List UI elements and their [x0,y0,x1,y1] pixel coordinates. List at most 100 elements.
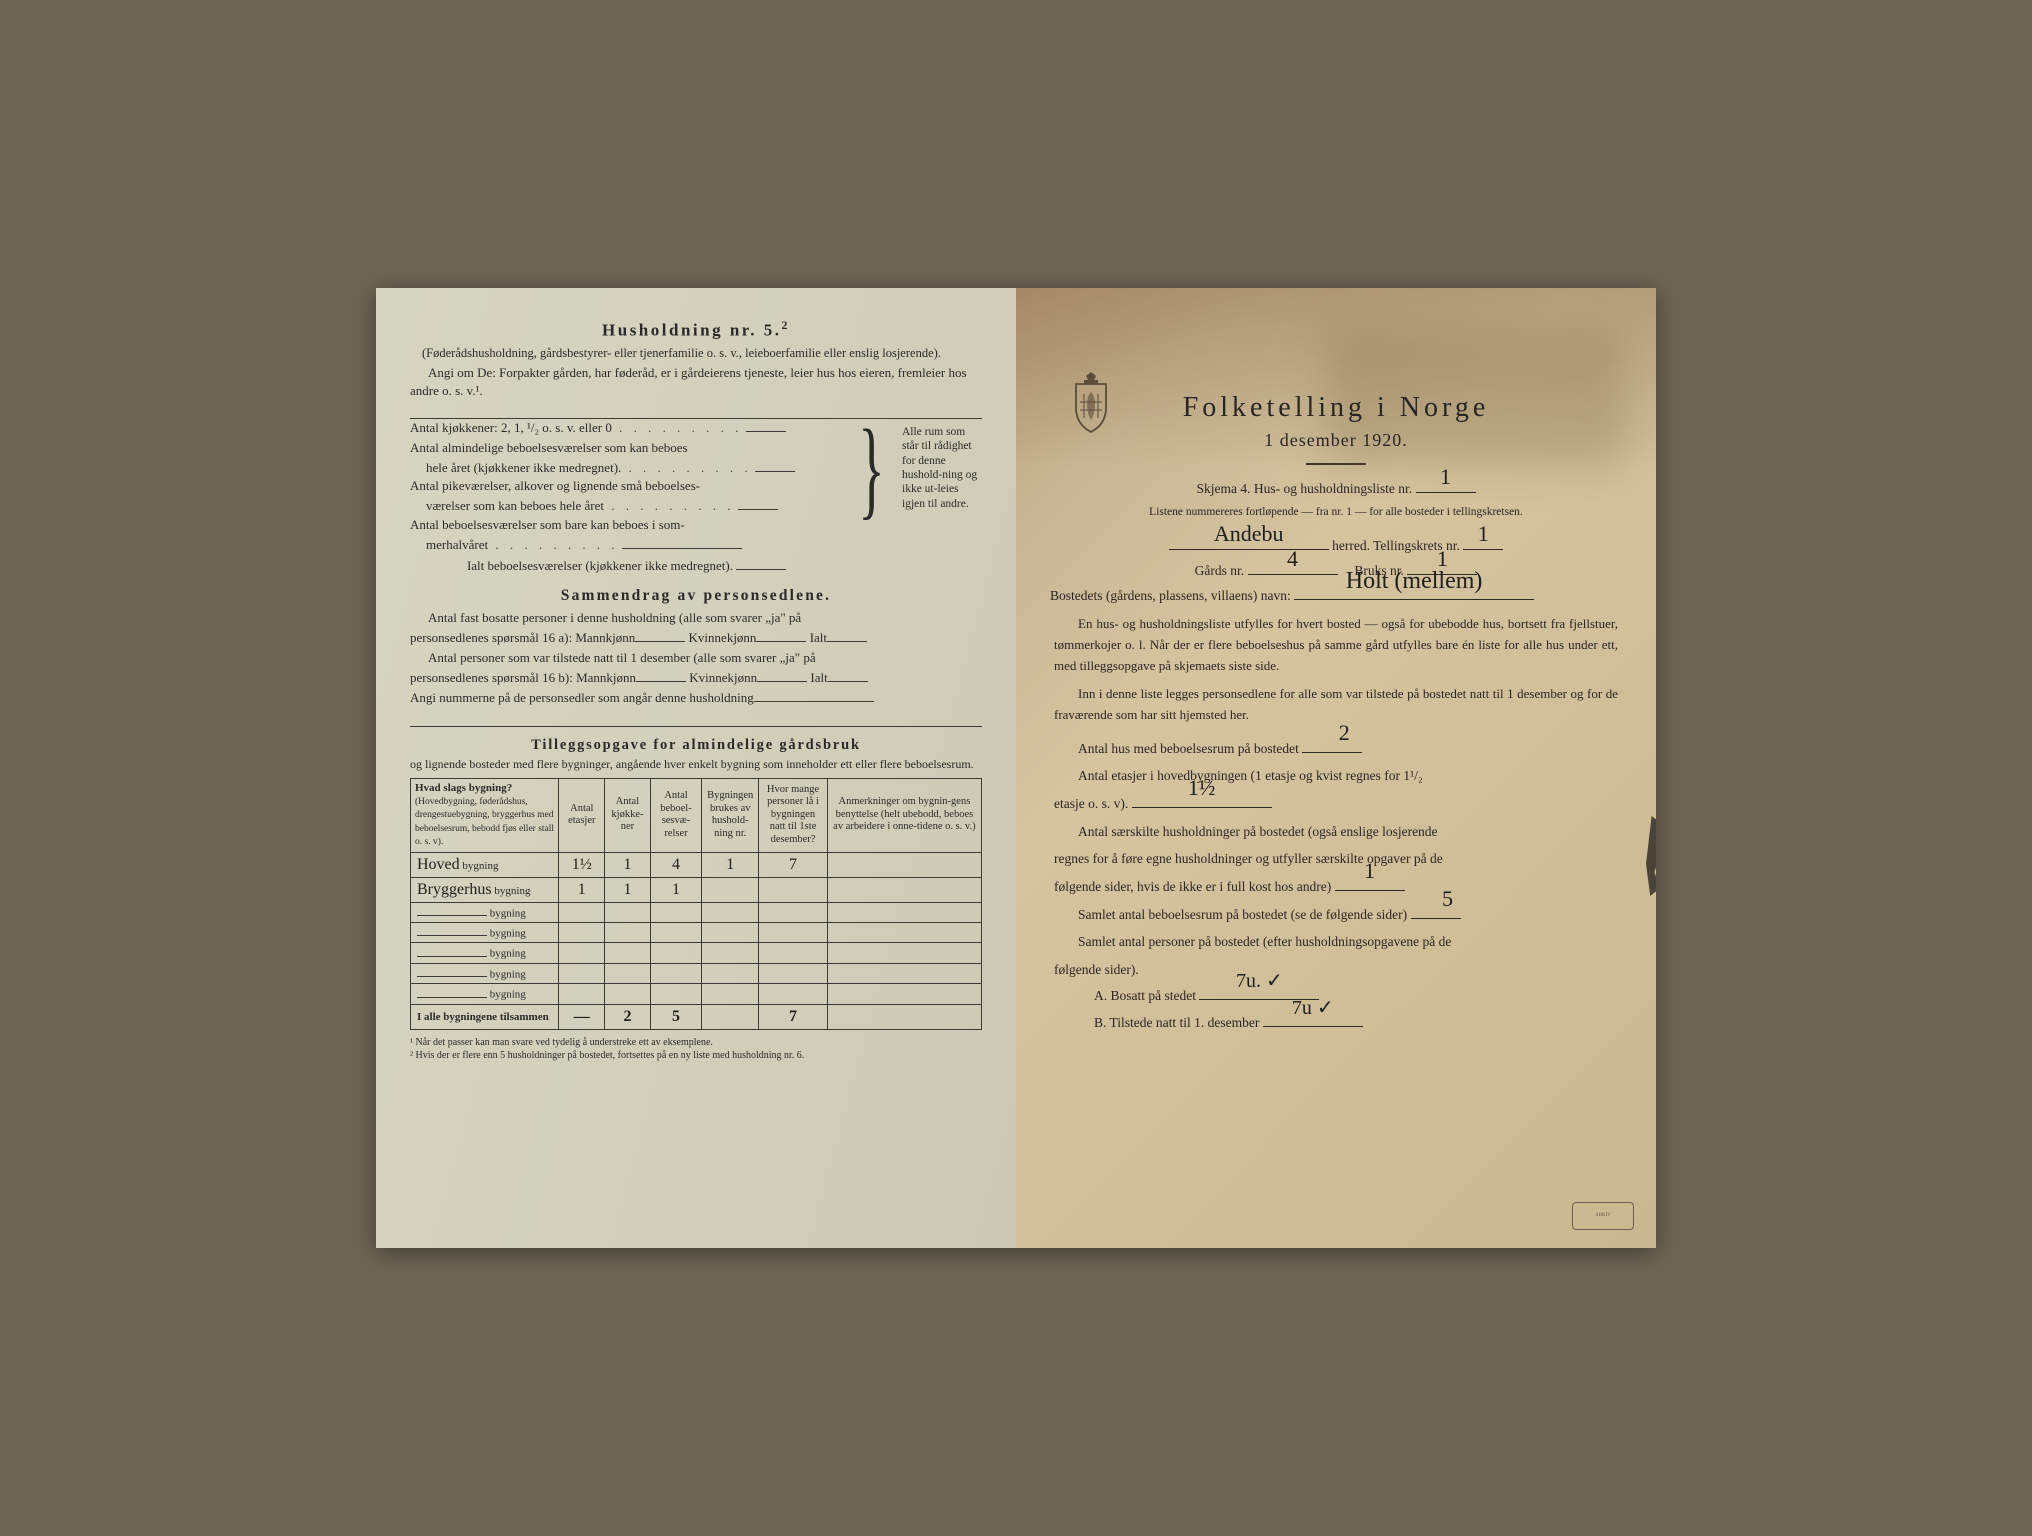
cell: 1 [672,881,680,898]
rooms1a: Antal almindelige beboelsesværelser som … [410,439,843,458]
rooms-brace-section: Antal kjøkkener: 2, 1, ¹/₂ o. s. v. elle… [410,419,982,577]
rooms-total: Ialt beboelsesværelser (kjøkkener ikke m… [410,557,843,576]
th-c7: Anmerkninger om bygnin-gens benyttelse (… [827,778,981,852]
rooms3b: merhalvåret [426,536,843,555]
bygning-label: bygning [490,927,526,939]
cell: 4 [672,856,680,873]
b3a-line: Antal særskilte husholdninger på bostede… [1054,819,1618,845]
table-row: bygning [411,943,982,963]
table-row: bygning [411,922,982,942]
kitchens-line: Antal kjøkkener: 2, 1, ¹/₂ o. s. v. elle… [410,419,843,438]
cell: 7 [789,1008,797,1025]
rooms3a: Antal beboelsesværelser som bare kan beb… [410,516,843,535]
table-row: bygning [411,963,982,983]
cell-name: Bryggerhus [417,881,492,898]
b1-line: Antal hus med beboelsesrum på bostedet 2 [1054,736,1618,762]
table-total-row: I alle bygningene tilsammen — 2 5 7 [411,1004,982,1029]
gards-line: Gårds nr. 4 Bruks nr. 1 [1050,561,1622,582]
letter-b-line: B. Tilstede natt til 1. desember 7u ✓ [1094,1009,1622,1036]
b4-value: 5 [1418,878,1453,920]
rooms1b: hele året (kjøkkener ikke medregnet). [426,459,843,478]
th-c5: Bygningen brukes av hushold-ning nr. [702,778,759,852]
household-title-sup: 2 [782,318,790,332]
b3c-line: følgende sider, hvis de ikke er i full k… [1054,874,1618,900]
cell: 5 [672,1008,680,1025]
census-date: 1 desember 1920. [1050,430,1622,451]
gards-value: 4 [1287,542,1298,576]
archive-stamp: ARKIV [1572,1202,1634,1230]
th-c6: Hvor mange personer lå i bygningen natt … [759,778,828,852]
summary-title: Sammendrag av personsedlene. [410,587,982,605]
intro-main: Angi om De: Forpakter gården, har føderå… [410,364,982,400]
cell: 1 [623,856,631,873]
th-c1a: Hvad slags bygning? [415,782,512,794]
sum-line1b: personsedlenes spørsmål 16 a): Mannkjønn… [410,629,982,648]
para1: En hus- og husholdningsliste utfylles fo… [1054,613,1618,677]
th-c2: Antal etasjer [559,778,605,852]
b5a-line: Samlet antal personer på bostedet (efter… [1054,929,1618,955]
herred-value: Andebu [1214,517,1284,551]
right-page: Folketelling i Norge 1 desember 1920. Sk… [1016,288,1656,1248]
b3b-line: regnes for å føre egne husholdninger og … [1054,846,1618,872]
table-header-row: Hvad slags bygning? (Hovedbygning, føder… [411,778,982,852]
bygning-label: bygning [494,885,530,897]
b2b-line: etasje o. s. v). 1½ [1054,791,1618,817]
cell: 1 [726,856,734,873]
table-row: bygning [411,902,982,922]
table-row: bygning [411,984,982,1004]
tillegg-title: Tilleggsopgave for almindelige gårdsbruk [410,737,982,754]
blank-line-2 [410,711,982,727]
cell: 7 [789,856,797,873]
cell: 1 [623,881,631,898]
footnotes: ¹ Når det passer kan man svare ved tydel… [410,1036,982,1062]
left-page: Husholdning nr. 5.2 (Føderådshusholdning… [376,288,1016,1248]
divider [1306,463,1366,465]
krets-value: 1 [1478,517,1489,551]
listene-line: Listene nummereres fortløpende — fra nr.… [1050,504,1622,522]
foot2: ² Hvis der er flere enn 5 husholdninger … [410,1049,982,1062]
census-document: Husholdning nr. 5.2 (Føderådshusholdning… [376,288,1656,1248]
intro-small: (Føderådshusholdning, gårdsbestyrer- ell… [432,345,982,362]
foot1: ¹ Når det passer kan man svare ved tydel… [410,1036,982,1049]
bosted-line: Bostedets (gårdens, plassens, villaens) … [1050,586,1622,607]
th-c1b: (Hovedbygning, føderådshus, drengestueby… [415,797,554,847]
bosted-value: Holt (mellem) [1346,563,1483,600]
table-row: Bryggerhus bygning 1 1 1 [411,877,982,902]
brace-note: Alle rum som står til rådighet for denne… [902,419,982,577]
th-c3: Antal kjøkke-ner [605,778,651,852]
b2a-line: Antal etasjer i hovedbygningen (1 etasje… [1054,763,1618,789]
cell: 2 [623,1008,631,1025]
sum-line2a: Antal personer som var tilstede natt til… [410,649,982,667]
cell-name: Hoved [417,856,460,873]
brace-icon: } [858,419,884,577]
skjema-value: 1 [1440,460,1451,494]
table-row: Hoved bygning 1½ 1 4 1 7 [411,852,982,877]
bygning-label: bygning [462,860,498,872]
kitchens-label: Antal kjøkkener: 2, 1, ¹/₂ o. s. v. elle… [410,420,612,435]
cell: — [574,1008,590,1025]
total-label: I alle bygningene tilsammen [411,1004,559,1029]
bygning-label: bygning [490,989,526,1001]
sum-line1a: Antal fast bosatte personer i denne hush… [410,609,982,627]
tillegg-sub: og lignende bosteder med flere bygninger… [410,756,982,772]
rooms2a: Antal pikeværelser, alkover og lignende … [410,477,843,496]
b2-value: 1½ [1188,767,1216,809]
skjema-line: Skjema 4. Hus- og husholdningsliste nr. … [1050,479,1622,500]
bygning-label: bygning [490,907,526,919]
b3-value: 1 [1364,850,1375,892]
blank-line-1 [410,403,982,419]
building-table: Hvad slags bygning? (Hovedbygning, føder… [410,778,982,1030]
cell: 1 [578,881,586,898]
page-tear [1646,816,1656,896]
sum-line3: Angi nummerne på de personsedler som ang… [410,689,982,708]
table-body: Hoved bygning 1½ 1 4 1 7 Bryggerhus bygn… [411,852,982,1029]
letter-a-line: A. Bosatt på stedet 7u. ✓ [1094,982,1622,1009]
b4-line: Samlet antal beboelsesrum på bostedet (s… [1054,902,1618,928]
household-title-text: Husholdning nr. 5. [602,321,782,340]
household-title: Husholdning nr. 5.2 [410,318,982,341]
th-c4: Antal beboel-sesvæ-relser [650,778,701,852]
b1-value: 2 [1315,712,1350,754]
herred-line: Andebu herred. Tellingskrets nr. 1 [1050,536,1622,557]
census-title: Folketelling i Norge [1050,392,1622,424]
rooms2b: værelser som kan beboes hele året [426,497,843,516]
